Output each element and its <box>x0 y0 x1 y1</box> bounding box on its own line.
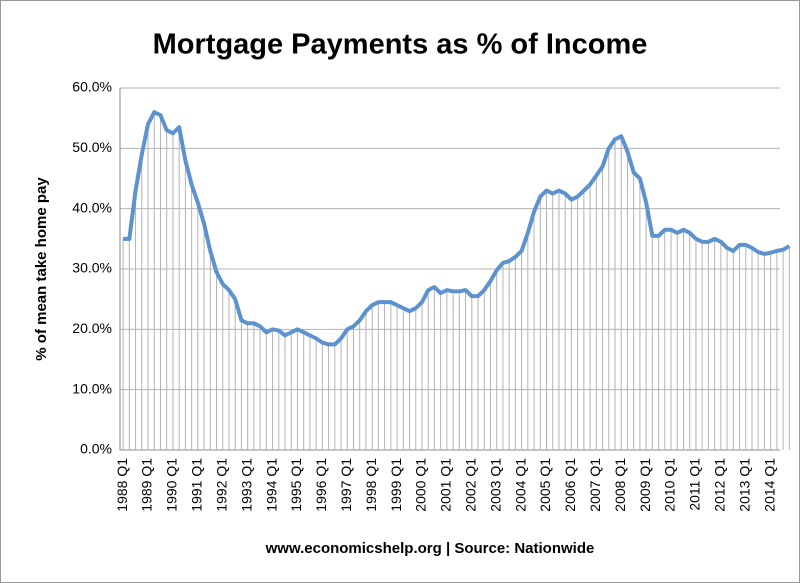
x-tick-label: 2002 Q1 <box>462 458 478 512</box>
x-tick-label: 2001 Q1 <box>438 458 454 512</box>
x-tick-label: 2009 Q1 <box>637 458 653 512</box>
x-tick-label: 2005 Q1 <box>537 458 553 512</box>
x-tick-label: 2013 Q1 <box>736 458 752 512</box>
x-tick-label: 2006 Q1 <box>562 458 578 512</box>
x-tick-label: 1996 Q1 <box>313 458 329 512</box>
y-tick-label: 60.0% <box>72 79 112 95</box>
x-tick-label: 1997 Q1 <box>338 458 354 512</box>
x-tick-label: 1989 Q1 <box>139 458 155 512</box>
y-tick-label: 40.0% <box>72 199 112 215</box>
y-axis-title: % of mean take home pay <box>33 177 50 361</box>
x-tick-label: 1992 Q1 <box>213 458 229 512</box>
x-tick-label: 1990 Q1 <box>164 458 180 512</box>
x-tick-label: 1995 Q1 <box>288 458 304 512</box>
data-line <box>123 110 791 347</box>
x-tick-label: 2014 Q1 <box>761 458 777 512</box>
x-tick-label: 2003 Q1 <box>487 458 503 512</box>
x-tick-label: 1993 Q1 <box>238 458 254 512</box>
y-tick-label: 30.0% <box>72 260 112 276</box>
x-tick-label: 2004 Q1 <box>512 458 528 512</box>
y-tick-label: 0.0% <box>80 441 112 457</box>
chart-title: Mortgage Payments as % of Income <box>153 29 648 61</box>
x-tick-label: 2007 Q1 <box>587 458 603 512</box>
y-tick-label: 10.0% <box>72 380 112 396</box>
x-tick-label: 1994 Q1 <box>263 458 279 512</box>
x-tick-label: 2008 Q1 <box>612 458 628 512</box>
y-tick-label: 20.0% <box>72 320 112 336</box>
x-tick-label: 1988 Q1 <box>114 458 130 512</box>
x-tick-label: 2012 Q1 <box>712 458 728 512</box>
x-tick-label: 1999 Q1 <box>388 458 404 512</box>
source-note: www.economicshelp.org | Source: Nationwi… <box>265 540 595 557</box>
x-tick-label: 1998 Q1 <box>363 458 379 512</box>
x-tick-label: 2000 Q1 <box>413 458 429 512</box>
x-tick-label: 2010 Q1 <box>662 458 678 512</box>
x-tick-label: 1991 Q1 <box>189 458 205 512</box>
y-tick-label: 50.0% <box>72 139 112 155</box>
x-tick-label: 2011 Q1 <box>687 458 703 511</box>
